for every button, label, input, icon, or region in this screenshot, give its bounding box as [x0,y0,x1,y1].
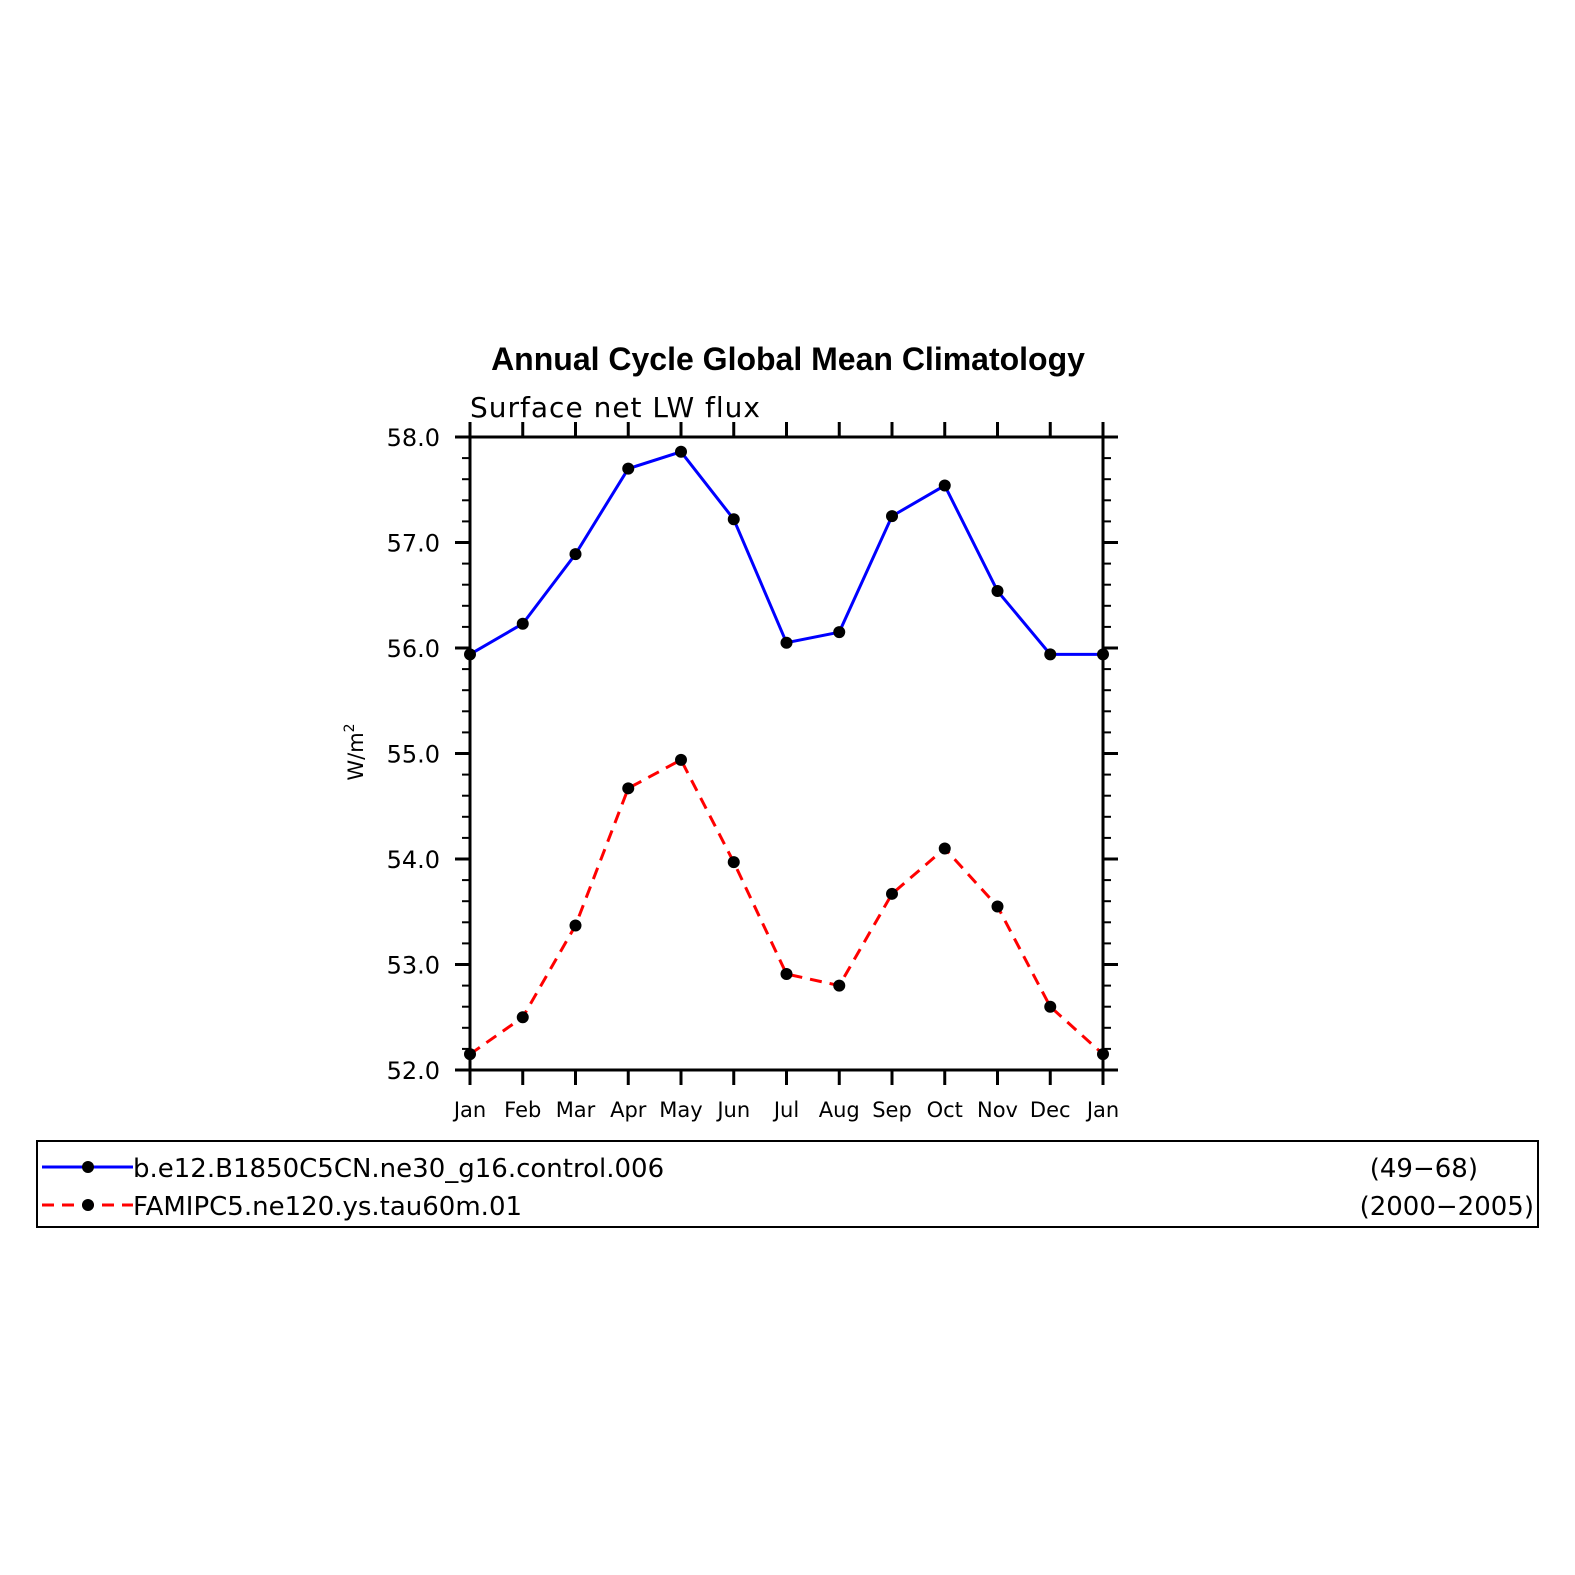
x-tick-label: Nov [977,1098,1018,1122]
legend-label-famip: FAMIPC5.ne120.ys.tau60m.01 [133,1192,522,1222]
data-point [938,842,951,855]
y-tick-label: 54.0 [387,846,440,874]
data-point [833,979,846,992]
y-tick-label: 53.0 [387,952,440,980]
data-point [938,479,951,492]
x-tick-label: Mar [556,1098,596,1122]
data-point [833,626,846,639]
data-point [464,1048,476,1061]
data-point [516,1011,529,1024]
x-tick-label: Jan [1085,1098,1119,1122]
y-axis-label: W/m2 [342,723,368,780]
chart-title: Annual Cycle Global Mean Climatology [491,341,1085,377]
svg-text:W/m2: W/m2 [342,723,368,780]
data-point [516,617,529,630]
x-tick-label: Feb [504,1098,541,1122]
x-tick-label: Aug [819,1098,860,1122]
chart-subtitle: Surface net LW flux [470,391,761,424]
y-tick-label: 56.0 [387,635,440,663]
legend-box [36,1140,1539,1228]
data-point [780,967,793,980]
data-point [886,510,898,523]
x-tick-label: Dec [1030,1098,1071,1122]
data-point [569,548,582,561]
data-point [622,782,635,795]
data-point [675,445,687,458]
series-markers [464,445,1109,1061]
series-line-1 [469,757,1105,1056]
legend-years-famip: (2000−2005) [1360,1192,1534,1222]
legend-label-control: b.e12.B1850C5CN.ne30_g16.control.006 [133,1154,664,1184]
data-point [991,900,1004,913]
x-tick-label: Sep [872,1098,912,1122]
x-tick-label: Apr [610,1098,647,1122]
data-point [1044,648,1057,661]
data-point [1044,1000,1057,1013]
data-point [1097,1048,1109,1061]
x-tick-label: Jun [715,1098,750,1122]
x-tick-label: May [659,1098,702,1122]
series-line-0 [469,450,1103,656]
series-lines [469,450,1105,1056]
axis-ticks [455,422,1118,1085]
y-axis-label-superscript: 2 [342,723,358,732]
x-tick-label: Jan [452,1098,486,1122]
y-tick-label: 52.0 [387,1057,440,1085]
y-axis-label-text: W/m [344,732,368,780]
y-tick-label: 55.0 [387,741,440,769]
y-tick-label: 57.0 [387,530,440,558]
y-tick-label: 58.0 [387,424,440,452]
data-point [780,636,793,649]
x-tick-label: Jul [772,1098,799,1122]
data-point [727,513,740,526]
x-tick-label: Oct [927,1098,963,1122]
data-point [1097,648,1109,661]
x-tick-labels: Jan Feb Mar Apr May Jun Jul Aug Sep Oct Nov Dec Jan [452,1098,1119,1122]
data-point [886,887,898,900]
data-point [464,648,476,661]
data-point [727,856,740,869]
legend-years-control: (49−68) [1370,1154,1478,1184]
data-point [675,753,687,766]
legend-marker-control [82,1161,94,1173]
y-tick-labels: 52.0 53.0 54.0 55.0 56.0 57.0 58.0 [387,424,440,1085]
data-point [622,462,635,475]
legend: b.e12.B1850C5CN.ne30_g16.control.006 (49… [36,1140,1539,1228]
legend-marker-famip [82,1199,94,1211]
data-point [569,919,582,932]
data-point [991,585,1004,598]
